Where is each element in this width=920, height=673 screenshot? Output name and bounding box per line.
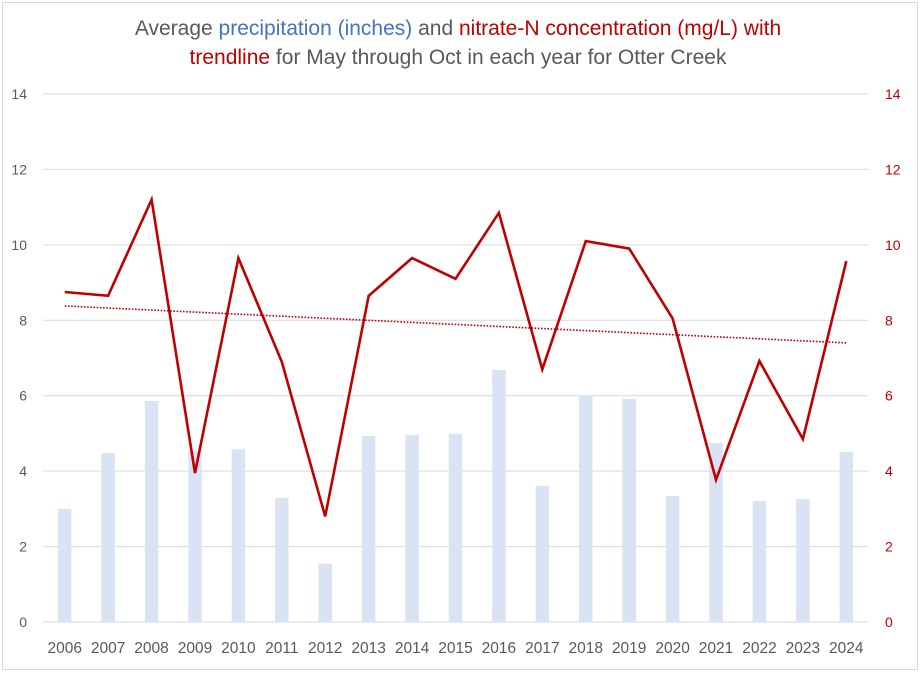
precipitation-bar: [144, 400, 159, 622]
title-part-3: and: [412, 17, 459, 40]
precipitation-bar: [622, 398, 636, 622]
x-tick-label: 2007: [91, 640, 125, 657]
precipitation-bar: [318, 563, 332, 622]
y-right-tick-label: 14: [885, 86, 901, 102]
y-right-tick-label: 2: [885, 539, 893, 555]
precipitation-bar: [405, 434, 419, 622]
x-tick-label: 2019: [612, 640, 646, 657]
x-tick-label: 2012: [308, 640, 342, 657]
chart-title: Average precipitation (inches) and nitra…: [0, 14, 916, 72]
title-part-1: Average: [134, 17, 219, 40]
nitrate-line-group: [64, 195, 848, 517]
x-tick-label: 2006: [47, 640, 81, 657]
x-tick-label: 2013: [351, 640, 385, 657]
precipitation-bar: [752, 500, 767, 622]
precipitation-bar: [665, 496, 680, 622]
right-axis-labels: 0 2 4 6 8 10 12 14: [885, 86, 901, 630]
y-left-tick-label: 4: [19, 463, 27, 479]
title-nitrate: nitrate-N concentration (mg/L) with: [459, 17, 782, 40]
left-axis-labels: 0 2 4 6 8 10 12 14: [11, 86, 27, 630]
x-tick-label: 2010: [221, 640, 256, 657]
trendline-group: [64, 305, 847, 344]
precipitation-bar: [57, 508, 72, 622]
precipitation-bar: [361, 436, 376, 622]
y-left-tick-label: 12: [11, 161, 27, 177]
y-right-tick-label: 12: [885, 161, 901, 177]
x-tick-label: 2011: [265, 640, 298, 657]
precipitation-bar: [101, 453, 115, 622]
x-tick-label: 2022: [742, 640, 776, 657]
x-tick-label: 2015: [438, 640, 472, 657]
x-axis-labels: 2006 2007 2008 2009 2010 2011 2012 2013 2014 2015…: [47, 640, 863, 657]
x-tick-label: 2016: [482, 640, 516, 657]
y-right-tick-label: 10: [885, 237, 901, 253]
precipitation-bar: [492, 370, 506, 622]
x-tick-label: 2020: [655, 640, 690, 657]
precipitation-bar: [796, 499, 810, 622]
y-right-tick-label: 4: [885, 463, 893, 479]
x-tick-label: 2017: [525, 640, 559, 657]
y-left-tick-label: 2: [19, 539, 27, 555]
trendline: [64, 305, 847, 344]
x-tick-label: 2024: [829, 640, 864, 657]
y-right-tick-label: 8: [885, 312, 893, 328]
y-left-tick-label: 6: [19, 388, 27, 404]
y-left-tick-label: 10: [11, 237, 27, 253]
precipitation-bar: [535, 485, 550, 622]
precipitation-bar: [448, 433, 463, 622]
y-right-tick-label: 6: [885, 388, 893, 404]
precipitation-bar: [275, 497, 289, 622]
x-tick-label: 2023: [786, 640, 820, 657]
title-trendline: trendline: [189, 46, 271, 69]
precipitation-bars: [57, 370, 854, 622]
y-left-tick-label: 8: [19, 312, 27, 328]
x-tick-label: 2014: [395, 640, 430, 657]
y-left-tick-label: 14: [11, 86, 27, 102]
y-left-tick-label: 0: [19, 614, 27, 630]
precipitation-bar: [839, 451, 854, 622]
title-part-6: for May through Oct in each year for Ott…: [270, 46, 727, 69]
nitrate-line: [64, 195, 848, 517]
precipitation-bar: [709, 442, 723, 622]
title-precipitation: precipitation (inches): [218, 17, 413, 40]
precipitation-bar: [579, 394, 593, 622]
x-tick-label: 2009: [178, 640, 212, 657]
x-tick-label: 2008: [134, 640, 168, 657]
x-tick-label: 2021: [699, 640, 733, 657]
x-tick-label: 2018: [569, 640, 603, 657]
precipitation-bar: [231, 449, 246, 622]
y-right-tick-label: 0: [885, 614, 893, 630]
precipitation-bar: [188, 451, 202, 622]
